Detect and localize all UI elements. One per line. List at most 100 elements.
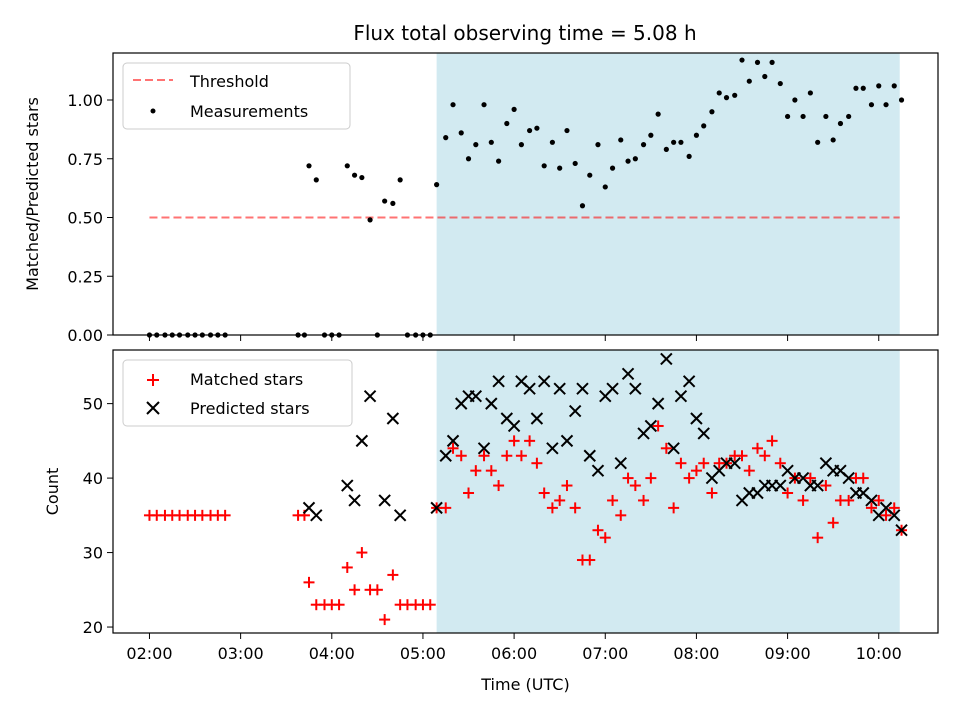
measurement-point — [648, 132, 654, 138]
measurement-point — [891, 83, 897, 89]
x-tick-label: 10:00 — [856, 644, 902, 663]
top-y-tick-label: 0.50 — [67, 209, 103, 228]
predicted-star-point — [690, 412, 703, 425]
predicted-x-b — [348, 494, 361, 507]
matched-star-point — [675, 457, 687, 469]
measurement-point — [351, 172, 358, 178]
measurement-point — [800, 113, 806, 120]
predicted-x-b — [430, 501, 443, 515]
predicted-star-point — [430, 501, 443, 515]
predicted-x-b — [774, 479, 787, 492]
top-y-tick-label: 0.00 — [67, 326, 103, 345]
predicted-star-point — [378, 494, 391, 507]
measurement-point — [609, 165, 616, 171]
predicted-star-point — [393, 509, 407, 522]
predicted-star-point — [865, 494, 878, 507]
measurement-point — [823, 113, 829, 120]
matched-star-point — [303, 576, 315, 588]
measurement-point — [746, 78, 752, 84]
matched-star-point — [743, 465, 755, 477]
measurement-point — [595, 142, 601, 148]
measurement-point — [739, 57, 745, 63]
matched-star-point — [493, 480, 505, 492]
measurement-point — [723, 95, 730, 101]
predicted-x-b — [530, 412, 544, 425]
measurement-point — [504, 120, 510, 127]
matched-star-point — [820, 480, 832, 492]
matched-star-point — [569, 502, 581, 514]
matched-star-point — [470, 465, 482, 477]
x-tick-label: 02:00 — [126, 644, 172, 663]
predicted-x-b — [393, 509, 407, 522]
measurement-point — [769, 59, 775, 65]
legend-matched-label: Matched stars — [190, 370, 303, 389]
measurement-point — [883, 102, 889, 108]
predicted-x-b — [355, 434, 369, 448]
predicted-star-point — [530, 412, 544, 425]
bottom-y-ticks: 20 30 40 50 — [83, 395, 113, 637]
bottom-x-ticks: 02:00 03:00 04:00 05:00 06:00 07:00 08:00 09:00… — [126, 633, 902, 663]
predicted-x-b — [302, 501, 316, 515]
matched-star-point — [652, 420, 664, 432]
matched-star-point — [865, 502, 877, 514]
measurement-point — [579, 203, 586, 209]
matched-star-point — [524, 435, 536, 447]
predicted-x-b — [697, 427, 710, 440]
matched-star-point — [782, 487, 794, 499]
matched-star-point — [812, 532, 824, 544]
predicted-star-point — [355, 434, 369, 448]
matched-stars-series — [143, 420, 908, 626]
measurement-point — [678, 139, 684, 145]
predicted-star-point — [523, 382, 536, 395]
measurement-point — [837, 120, 844, 127]
measurement-point — [473, 142, 479, 148]
x-tick-label: 08:00 — [673, 644, 719, 663]
measurement-point — [693, 132, 700, 138]
measurement-point — [313, 177, 319, 183]
predicted-x-b — [363, 389, 377, 403]
matched-star-point — [638, 494, 650, 506]
matched-star-point — [629, 480, 641, 492]
x-tick-label: 09:00 — [765, 644, 811, 663]
matched-star-point — [447, 442, 459, 454]
predicted-x-b — [469, 389, 483, 403]
predicted-star-point — [546, 442, 559, 455]
predicted-star-point — [591, 464, 605, 477]
predicted-x-b — [606, 382, 619, 395]
matched-star-point — [843, 494, 855, 506]
top-y-ticks: 0.00 0.25 0.50 0.75 1.00 — [67, 91, 113, 345]
matched-star-point — [873, 494, 885, 506]
matched-star-point — [774, 457, 786, 469]
predicted-star-point — [660, 352, 673, 366]
measurement-point — [876, 83, 882, 89]
measurement-point — [534, 125, 540, 131]
matched-star-point — [706, 487, 718, 499]
bottom-legend: Matched stars Predicted stars — [122, 359, 353, 427]
predicted-x-b — [523, 382, 536, 395]
measurement-point — [663, 146, 669, 152]
predicted-x-b — [614, 456, 627, 470]
matched-star-point — [584, 554, 596, 566]
matched-star-point — [592, 524, 604, 536]
legend-threshold-label: Threshold — [189, 72, 269, 91]
measurement-point — [640, 142, 647, 148]
matched-star-point — [424, 599, 436, 611]
measurement-point — [732, 92, 738, 98]
predicted-x-b — [477, 442, 491, 455]
predicted-x-b — [621, 367, 635, 381]
measurement-point — [367, 217, 373, 223]
measurement-point — [846, 113, 852, 120]
top-x-ticks — [148, 335, 880, 341]
measurement-point — [443, 135, 449, 141]
top-legend-box — [122, 62, 351, 130]
measurement-point — [709, 109, 715, 115]
matched-star-point — [622, 472, 634, 484]
predicted-x-b — [781, 464, 794, 477]
matched-star-point — [615, 509, 627, 521]
measurement-point — [465, 156, 472, 162]
measurement-point — [671, 139, 677, 145]
chart-title: Flux total observing time = 5.08 h — [353, 21, 696, 45]
predicted-x-b — [865, 494, 878, 507]
predicted-x-b — [660, 352, 673, 366]
predicted-star-point — [583, 449, 596, 462]
